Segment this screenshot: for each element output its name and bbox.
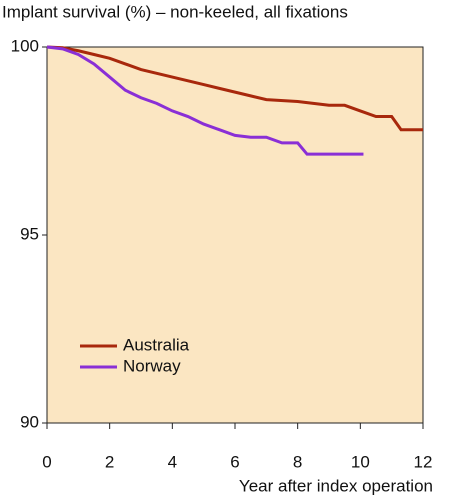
y-tick-label: 100 — [11, 36, 39, 55]
x-tick-label: 10 — [351, 452, 370, 471]
x-tick-label: 0 — [42, 452, 51, 471]
legend-label: Norway — [123, 356, 181, 375]
legend-label: Australia — [123, 335, 190, 354]
series-line — [46, 45, 423, 132]
y-tick-label: 95 — [20, 224, 39, 243]
x-axis-label: Year after index operation — [239, 476, 433, 495]
x-tick-label: 8 — [293, 452, 302, 471]
x-tick-label: 6 — [230, 452, 239, 471]
x-tick-label: 4 — [168, 452, 177, 471]
series-line — [46, 45, 364, 156]
y-tick-label: 90 — [20, 412, 39, 431]
x-tick-label: 12 — [414, 452, 433, 471]
chart-title: Implant survival (%) – non-keeled, all f… — [2, 2, 348, 21]
x-tick-label: 2 — [105, 452, 114, 471]
